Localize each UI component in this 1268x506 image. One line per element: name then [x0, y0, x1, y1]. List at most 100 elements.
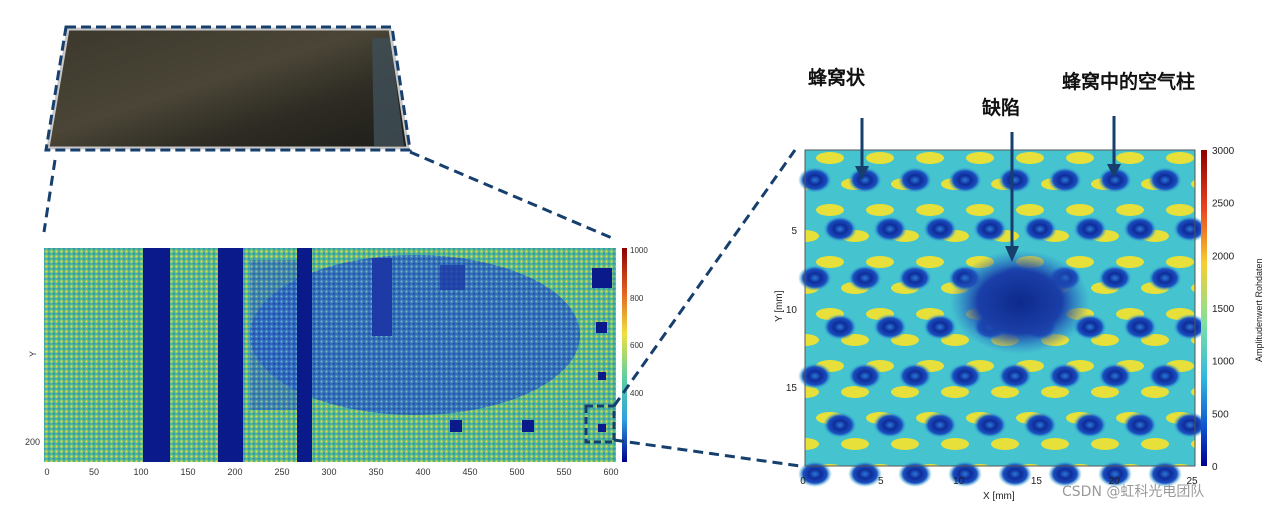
honeycomb-cell	[1173, 314, 1207, 340]
honeycomb-cell	[923, 216, 957, 242]
honeycomb-cell	[1123, 412, 1157, 438]
left-x-tick: 350	[368, 467, 383, 477]
honeycomb-cell	[873, 216, 907, 242]
left-x-tick: 300	[321, 467, 336, 477]
connector-roi-top	[612, 149, 797, 407]
honeycomb-cell	[998, 461, 1032, 487]
honeycomb-cell	[1073, 216, 1107, 242]
left-x-tick: 50	[89, 467, 99, 477]
honeycomb-cell	[873, 314, 907, 340]
honeycomb-cell	[1048, 363, 1082, 389]
honeycomb-cell	[948, 363, 982, 389]
honeycomb-cell	[798, 363, 832, 389]
left-colorbar-tick: 800	[630, 294, 644, 303]
left-x-tick: 400	[415, 467, 430, 477]
left-colorbar-tick: 1000	[630, 246, 648, 255]
left-colorbar-tick: 600	[630, 341, 644, 350]
right-colorbar-label: Amplitudenwert Rohdaten	[1254, 258, 1264, 362]
left-x-tick: 100	[133, 467, 148, 477]
honeycomb-cell	[923, 314, 957, 340]
left-x-tick: 600	[603, 467, 618, 477]
honeycomb-cell	[973, 412, 1007, 438]
defect-region	[950, 250, 1090, 354]
watermark: CSDN @虹科光电团队	[1062, 484, 1204, 500]
honeycomb-cell	[1173, 412, 1207, 438]
honeycomb-cell	[798, 461, 832, 487]
right-colorbar-tick: 2500	[1212, 199, 1235, 210]
right-colorbar-tick: 1000	[1212, 357, 1235, 368]
honeycomb-cell	[1148, 265, 1182, 291]
honeycomb-cell	[1048, 167, 1082, 193]
left-y-axis-label: Y	[28, 351, 38, 357]
honeycomb-cell	[1023, 216, 1057, 242]
left-x-tick: 250	[274, 467, 289, 477]
honeycomb-cell	[823, 216, 857, 242]
honeycomb-cell	[848, 461, 882, 487]
right-colorbar-tick: 0	[1212, 462, 1218, 473]
connector-photo-left	[42, 159, 57, 233]
honeycomb-cell	[848, 167, 882, 193]
right-y-tick: 15	[786, 383, 798, 394]
right-y-tick: 10	[786, 305, 798, 316]
honeycomb-cell	[1148, 461, 1182, 487]
label-honeycomb: 蜂窝状	[808, 66, 866, 89]
left-x-tick: 0	[44, 467, 49, 477]
honeycomb-cell	[1123, 314, 1157, 340]
right-cscan	[798, 149, 1207, 487]
honeycomb-cell	[898, 363, 932, 389]
left-colorbar-tick: 400	[630, 389, 644, 398]
honeycomb-cell	[998, 363, 1032, 389]
left-cscan	[44, 248, 627, 462]
honeycomb-cell	[898, 167, 932, 193]
annotation-arrows	[855, 116, 1121, 262]
honeycomb-cell	[1148, 167, 1182, 193]
honeycomb-cell	[1098, 265, 1132, 291]
left-x-tick: 550	[556, 467, 571, 477]
left-x-tick: 200	[227, 467, 242, 477]
honeycomb-cell	[1073, 412, 1107, 438]
roi-box	[584, 404, 616, 444]
left-x-tick: 450	[462, 467, 477, 477]
honeycomb-cell	[998, 167, 1032, 193]
honeycomb-cell	[973, 216, 1007, 242]
honeycomb-cell	[848, 265, 882, 291]
honeycomb-cell	[823, 412, 857, 438]
left-x-tick: 150	[180, 467, 195, 477]
honeycomb-cell	[1023, 412, 1057, 438]
honeycomb-cell	[1148, 363, 1182, 389]
right-x-tick: 25	[1186, 476, 1198, 487]
honeycomb-cell	[1123, 216, 1157, 242]
right-x-tick: 0	[800, 476, 806, 487]
honeycomb-cell	[1098, 167, 1132, 193]
honeycomb-cell	[923, 412, 957, 438]
panel-photo	[44, 25, 412, 152]
right-x-tick: 5	[878, 476, 884, 487]
honeycomb-cell	[1173, 216, 1207, 242]
honeycomb-cell	[1098, 461, 1132, 487]
right-y-tick: 5	[791, 226, 797, 237]
connector-roi-bottom	[613, 438, 801, 468]
right-colorbar-tick: 3000	[1212, 146, 1235, 157]
connector-photo-right	[409, 150, 613, 240]
right-x-tick: 20	[1109, 476, 1121, 487]
right-x-tick: 15	[1031, 476, 1043, 487]
right-y-axis-label: Y [mm]	[774, 290, 785, 322]
honeycomb-cell	[898, 265, 932, 291]
honeycomb-cell	[898, 461, 932, 487]
honeycomb-cell	[1048, 461, 1082, 487]
right-x-axis-label: X [mm]	[983, 491, 1015, 502]
honeycomb-cell	[848, 363, 882, 389]
honeycomb-cell	[823, 314, 857, 340]
label-defect: 缺陷	[982, 96, 1020, 119]
right-colorbar-tick: 1500	[1212, 304, 1235, 315]
honeycomb-cell	[948, 167, 982, 193]
honeycomb-cell	[798, 265, 832, 291]
honeycomb-cell	[1098, 363, 1132, 389]
right-x-tick: 10	[953, 476, 965, 487]
left-y-tick: 200	[25, 437, 40, 447]
honeycomb-cell	[948, 461, 982, 487]
left-x-tick: 500	[509, 467, 524, 477]
honeycomb-cell	[873, 412, 907, 438]
right-colorbar-tick: 2000	[1212, 251, 1235, 262]
